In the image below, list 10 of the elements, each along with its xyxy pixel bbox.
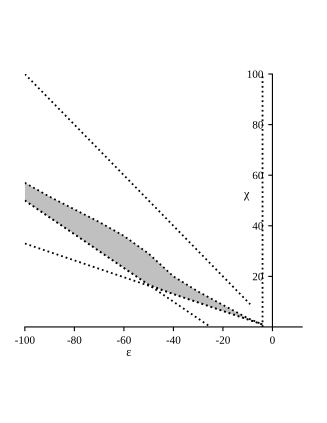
x-tick-label: -40 bbox=[166, 336, 180, 344]
x-tick-label: -80 bbox=[67, 336, 82, 344]
x-axis-title: ε bbox=[126, 350, 132, 356]
x-tick-label: -60 bbox=[116, 336, 131, 344]
y-tick-label: 100 bbox=[248, 70, 263, 78]
x-tick-label: -100 bbox=[15, 336, 35, 344]
x-tick-label: -20 bbox=[216, 336, 230, 344]
y-tick-label: 60 bbox=[252, 172, 263, 180]
x-tick-label: 0 bbox=[270, 336, 275, 344]
y-axis-title: χ bbox=[244, 192, 250, 200]
